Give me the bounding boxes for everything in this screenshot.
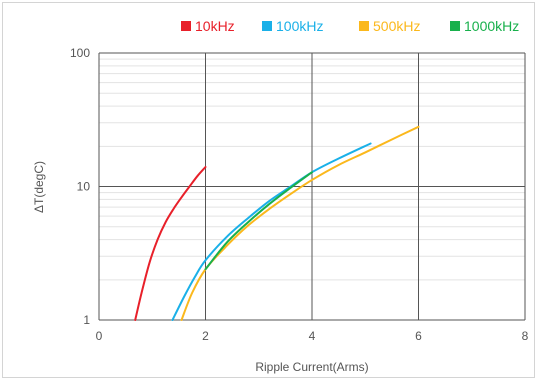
- legend: 10kHz 100kHz 500kHz 1000kHz: [181, 18, 519, 34]
- gridlines: [98, 52, 526, 321]
- y-tick-label: 10: [77, 180, 91, 194]
- y-tick-label: 1: [83, 313, 90, 327]
- x-axis-title: Ripple Current(Arms): [255, 360, 368, 374]
- x-tick-label: 4: [309, 329, 316, 343]
- series-line-1000kHz: [204, 171, 313, 271]
- legend-swatch: [450, 21, 460, 31]
- x-tick-label: 8: [522, 329, 529, 343]
- tick-labels: 0 2 4 6 8 1 10 100: [70, 46, 529, 343]
- series-line-10kHz: [134, 165, 207, 321]
- y-tick-label: 100: [70, 46, 90, 60]
- y-axis-title: ΔT(degC): [32, 161, 46, 213]
- legend-swatch: [181, 21, 191, 31]
- series-line-500kHz: [180, 125, 420, 321]
- x-tick-label: 6: [415, 329, 422, 343]
- legend-label: 1000kHz: [464, 18, 519, 34]
- legend-label: 100kHz: [276, 18, 323, 34]
- legend-label: 10kHz: [195, 18, 235, 34]
- legend-swatch: [262, 21, 272, 31]
- x-tick-label: 0: [96, 329, 103, 343]
- series-line-100kHz: [171, 142, 372, 321]
- series-lines: [134, 125, 420, 321]
- x-tick-label: 2: [202, 329, 209, 343]
- legend-swatch: [359, 21, 369, 31]
- legend-label: 500kHz: [373, 18, 420, 34]
